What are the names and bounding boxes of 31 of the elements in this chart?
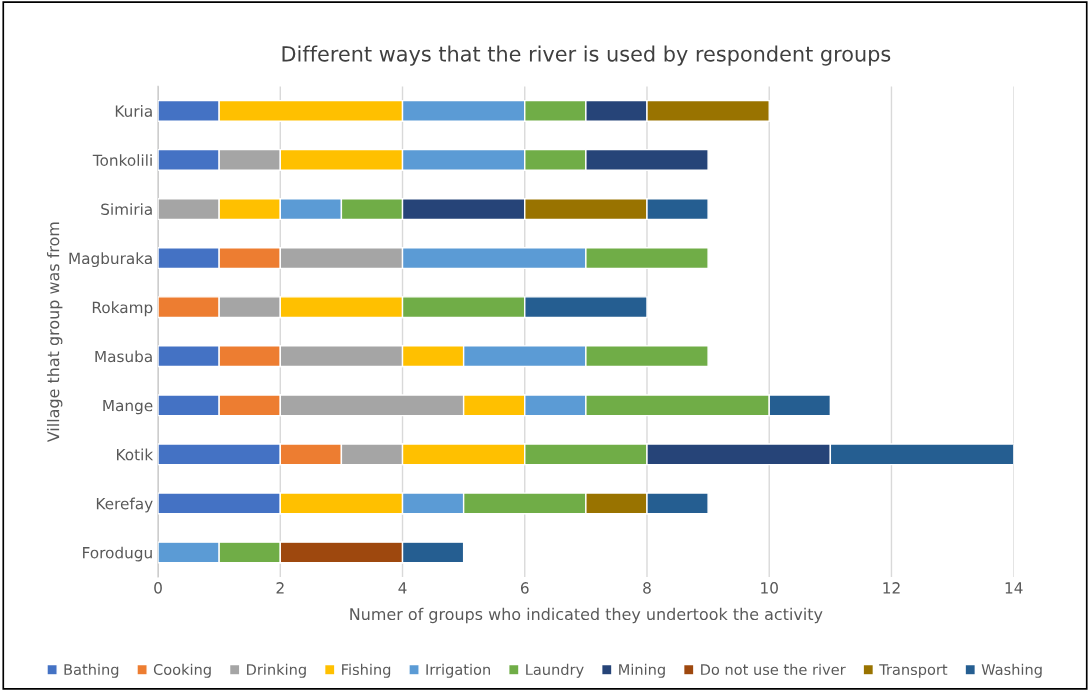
- y-tick-label: Kerefay: [96, 497, 153, 513]
- x-tick-label: 12: [883, 582, 900, 594]
- y-tick-label: Magburaka: [69, 252, 152, 268]
- y-tick-label: Tonkolili: [92, 154, 152, 166]
- x-tick-label: 0: [154, 582, 162, 594]
- y-tick-label: Masuba: [95, 350, 152, 363]
- y-tick-label: Rokamp: [92, 301, 153, 317]
- x-tick-label: 14: [1005, 582, 1023, 594]
- legend-label: Mining: [619, 663, 665, 678]
- legend-label: Laundry: [526, 663, 584, 678]
- legend-label: Do not use the river: [701, 663, 846, 676]
- legend-label: Irrigation: [426, 663, 490, 678]
- x-axis-title: Numer of groups who indicated they undertook the activity: [350, 607, 823, 624]
- legend-label: Fishing: [342, 663, 391, 678]
- x-tick-label: 4: [398, 582, 407, 594]
- y-tick-label: Mange: [103, 399, 153, 415]
- y-tick-label: Simiria: [101, 203, 152, 216]
- x-tick-label: 8: [643, 582, 651, 594]
- legend-label: Bathing: [64, 663, 119, 678]
- y-tick-label: Kotik: [117, 448, 154, 461]
- chart-title: Different ways that the river is used by respondent groups: [282, 45, 891, 66]
- x-tick-label: 10: [761, 582, 778, 594]
- legend-label: Drinking: [247, 663, 306, 678]
- y-axis-title: Village that group was from: [46, 222, 63, 443]
- legend-label: Cooking: [153, 663, 211, 678]
- y-tick-label: Forodugu: [83, 546, 152, 562]
- x-tick-label: 6: [520, 582, 529, 594]
- x-tick-label: 2: [276, 582, 284, 594]
- legend-label: Washing: [981, 663, 1042, 678]
- legend-label: Transport: [879, 664, 948, 678]
- y-tick-label: Kuria: [115, 105, 152, 117]
